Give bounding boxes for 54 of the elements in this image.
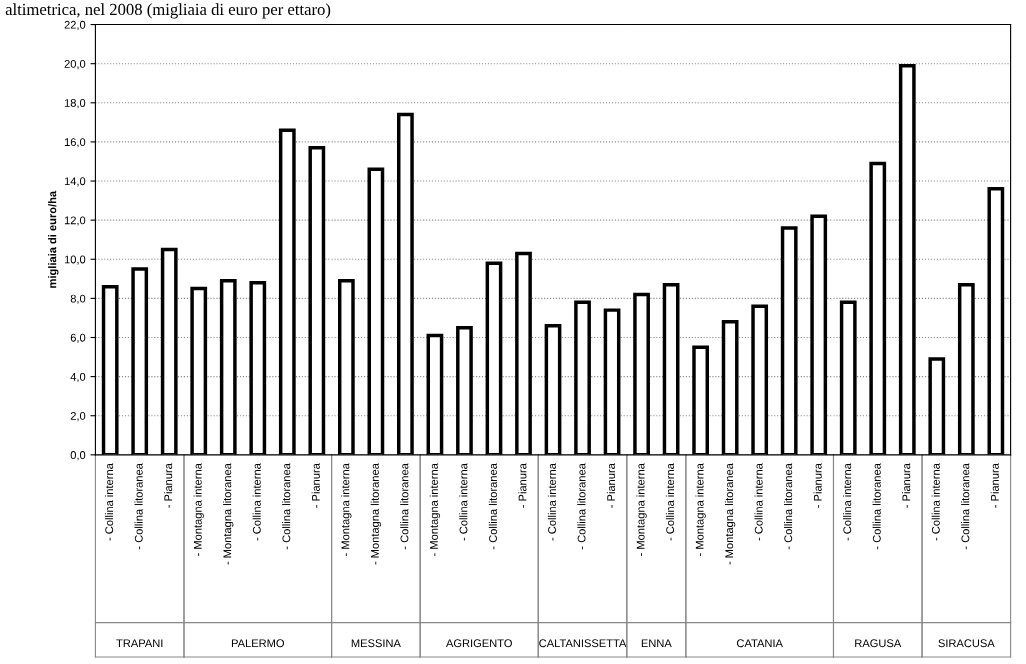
x-tick-label: - Montagna interna xyxy=(193,463,204,556)
x-axis-title: RAGUSA xyxy=(855,639,902,648)
x-tick-label: - Collina interna xyxy=(843,463,852,541)
x-tick-label: - Collina litoranea xyxy=(400,463,409,550)
x-tick-label: - Pianura xyxy=(518,463,527,508)
x-tick-label: - Collina interna xyxy=(459,463,468,541)
y-tick-label: 12,0 xyxy=(64,216,86,226)
y-tick-label: 14,0 xyxy=(64,177,86,187)
x-tick-label: - Montagna litoranea xyxy=(724,463,736,565)
x-axis-title: CATANIA xyxy=(736,639,783,648)
y-tick-label: 6,0 xyxy=(70,333,86,343)
y-tick-label: 0,0 xyxy=(70,451,86,461)
x-tick-label: - Collina litoranea xyxy=(784,463,793,550)
x-tick-label: - Collina interna xyxy=(105,463,114,541)
x-tick-label: - Collina interna xyxy=(754,463,763,541)
x-tick-label: - Montagna interna xyxy=(636,463,647,556)
x-tick-label: - Montagna interna xyxy=(341,463,352,556)
x-tick-label: - Collina litoranea xyxy=(488,463,497,550)
y-tick-label: 4,0 xyxy=(70,372,86,383)
x-tick-label: - Montagna interna xyxy=(695,463,706,556)
x-tick-label: - Pianura xyxy=(164,463,173,508)
x-tick-label: - Pianura xyxy=(902,463,911,508)
x-tick-label: - Collina litoranea xyxy=(872,463,881,550)
x-tick-label: - Collina litoranea xyxy=(961,463,970,550)
x-tick-label: - Collina litoranea xyxy=(134,463,143,550)
y-tick-label: 20,0 xyxy=(64,59,86,70)
x-tick-label: - Pianura xyxy=(813,463,822,508)
y-tick-label: 8,0 xyxy=(70,294,86,304)
x-axis-title: ENNA xyxy=(641,639,672,648)
x-tick-label: - Collina interna xyxy=(931,463,940,541)
x-tick-label: - Collina interna xyxy=(665,463,675,541)
y-tick-label: 2,0 xyxy=(70,411,86,422)
x-tick-label: - Pianura xyxy=(311,463,320,508)
x-tick-label: - Pianura xyxy=(990,463,999,508)
x-tick-label: - Collina interna xyxy=(547,463,556,541)
x-axis-title: TRAPANI xyxy=(116,639,163,648)
x-tick-label: - Collina interna xyxy=(252,463,261,541)
x-axis-title: SIRACUSA xyxy=(938,639,995,648)
x-axis-title: PALERMO xyxy=(231,639,285,648)
x-tick-label: - Montagna litoranea xyxy=(223,463,234,565)
y-axis-title: migliaia di euro/ha xyxy=(48,190,59,288)
x-tick-label: - Pianura xyxy=(606,463,616,508)
y-tick-label: 10,0 xyxy=(64,255,86,265)
y-tick-label: 22,0 xyxy=(64,20,86,31)
chart-title: altimetrica, nel 2008 (migliaia di euro per ettaro) xyxy=(5,3,331,19)
x-axis-title: MESSINA xyxy=(351,639,401,648)
x-tick-label: - Montagna litoranea xyxy=(370,463,382,565)
y-tick-label: 16,0 xyxy=(64,138,86,148)
x-tick-label: - Collina litoranea xyxy=(282,463,291,550)
x-tick-label: - Collina litoranea xyxy=(577,463,586,550)
x-axis-title: CALTANISSETTA xyxy=(539,639,627,648)
x-axis-title: AGRIGENTO xyxy=(445,639,512,648)
x-tick-label: - Montagna interna xyxy=(429,463,441,556)
y-tick-label: 18,0 xyxy=(64,99,86,109)
